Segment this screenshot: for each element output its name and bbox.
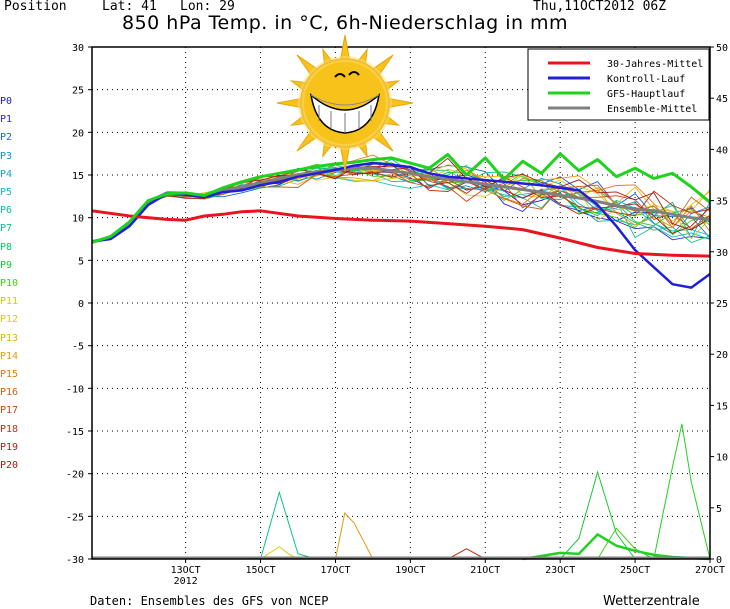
x-tick-label: 25OCT <box>620 565 650 576</box>
legend-label: Ensemble-Mittel <box>607 104 697 115</box>
legend-label: Kontroll-Lauf <box>607 74 685 85</box>
y-tick-label: 10 <box>72 214 84 225</box>
series-kontroll-lauf <box>91 161 711 289</box>
member-label-p14: P14 <box>0 350 19 362</box>
member-label-p9: P9 <box>0 259 13 271</box>
y-tick-label: 15 <box>72 171 84 182</box>
member-label-p12: P12 <box>0 314 19 326</box>
y-tick-label: 20 <box>72 128 84 139</box>
y-tick-label: 30 <box>72 43 84 54</box>
ensemble-line-p15 <box>91 154 711 244</box>
member-label-p13: P13 <box>0 332 19 344</box>
member-label-p3: P3 <box>0 150 13 162</box>
chart-title: 850 hPa Temp. in °C, 6h-Niederschlag in … <box>122 12 569 34</box>
y-tick-label: 5 <box>78 256 84 267</box>
member-label-p20: P20 <box>0 460 19 471</box>
y-tick-label: -30 <box>66 555 84 566</box>
member-label-p10: P10 <box>0 278 19 289</box>
member-label-p6: P6 <box>0 205 13 217</box>
member-label-p18: P18 <box>0 423 19 435</box>
y2-tick-label: 20 <box>716 350 728 361</box>
y2-tick-label: 50 <box>716 43 728 54</box>
y-tick-label: 25 <box>72 86 84 97</box>
precip-line-p10 <box>597 527 655 560</box>
member-label-p11: P11 <box>0 296 19 308</box>
precip-line-p10b <box>653 423 711 560</box>
series-30-jahres-mittel <box>91 209 711 258</box>
legend: 30-Jahres-Mittel Kontroll-Lauf GFS-Hauptla… <box>527 48 710 121</box>
y-tick-label: -15 <box>66 427 84 438</box>
precip-line-p9 <box>559 470 636 560</box>
plot-frame <box>91 46 711 560</box>
data-source: Daten: Ensembles des GFS von NCEP <box>90 594 329 608</box>
y2-tick-label: 35 <box>716 197 728 208</box>
x-tick-label: 23OCT <box>545 565 575 576</box>
precip-line-gfs-hauptlauf <box>522 532 711 561</box>
member-label-p15: P15 <box>0 369 19 380</box>
x-tick-label: 17OCT <box>320 565 350 576</box>
member-label-p7: P7 <box>0 223 13 235</box>
member-label-p5: P5 <box>0 187 13 198</box>
precip-line-p14 <box>335 511 374 560</box>
position-label: Position <box>4 0 67 14</box>
y2-tick-label: 30 <box>716 248 728 259</box>
y-tick-label: 0 <box>78 299 84 310</box>
run-time: Thu,11OCT2012 06Z <box>533 0 667 14</box>
y2-tick-label: 0 <box>716 555 722 566</box>
x-tick-sublabel: 2012 <box>174 576 198 587</box>
member-label-p1: P1 <box>0 114 13 126</box>
lon-label: Lon: 29 <box>180 0 235 14</box>
x-tick-label: 21OCT <box>470 565 500 576</box>
member-label-p4: P4 <box>0 168 13 180</box>
x-tick-label: 27OCT <box>695 565 725 576</box>
y2-tick-label: 5 <box>716 504 722 515</box>
y-tick-label: -25 <box>66 512 84 523</box>
y2-tick-label: 45 <box>716 94 728 105</box>
x-tick-label: 15OCT <box>245 565 275 576</box>
precip-line-p7 <box>260 490 317 560</box>
x-tick-label: 19OCT <box>395 565 425 576</box>
y-tick-label: -20 <box>66 470 84 481</box>
member-label-p0: P0 <box>0 96 13 107</box>
y2-tick-label: 40 <box>716 145 728 156</box>
member-label-p2: P2 <box>0 132 13 144</box>
member-label-p8: P8 <box>0 241 13 253</box>
y2-tick-label: 25 <box>716 299 728 310</box>
brand-label: Wetterzentrale <box>603 594 700 609</box>
y2-tick-label: 15 <box>716 401 728 412</box>
x-tick-label: 13OCT <box>171 565 201 576</box>
member-label-p17: P17 <box>0 405 19 417</box>
series-gfs-hauptlauf <box>91 152 711 244</box>
precip-line-p12 <box>260 546 299 560</box>
member-label-p16: P16 <box>0 387 19 399</box>
y-tick-label: -10 <box>66 384 84 395</box>
y-tick-label: -5 <box>72 342 84 353</box>
legend-label: 30-Jahres-Mittel <box>607 59 703 70</box>
sun-smiley-icon <box>276 34 414 172</box>
y2-tick-label: 10 <box>716 453 728 464</box>
member-label-p19: P19 <box>0 441 19 453</box>
legend-label: GFS-Hauptlauf <box>607 89 685 100</box>
lat-label: Lat: 41 <box>102 0 157 14</box>
